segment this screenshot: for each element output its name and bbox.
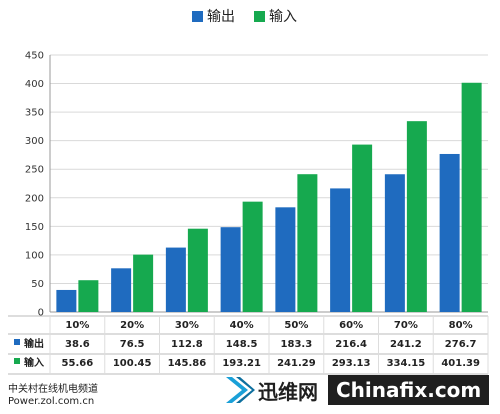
y-axis: 0 50 100 150 200 250 300 350 400 450: [25, 51, 51, 319]
y-tick-label: 150: [25, 222, 44, 233]
legend-swatch-1: [254, 11, 265, 22]
y-tick-label: 400: [25, 79, 44, 90]
data-label: 276.7: [445, 339, 477, 350]
data-label: 76.5: [120, 339, 145, 350]
bar-input-4: [297, 174, 318, 312]
bar-input-2: [187, 228, 208, 312]
bar-output-6: [384, 174, 405, 312]
x-tick-label: 10%: [65, 320, 89, 331]
legend-label-1: 输入: [269, 9, 297, 25]
table-swatch-0: [14, 339, 20, 345]
watermark: 迅维网 Chinafix.com: [222, 372, 490, 408]
data-label: 145.86: [168, 358, 207, 369]
y-tick-label: 250: [25, 165, 44, 176]
bar-input-0: [78, 280, 99, 312]
legend-swatch-0: [192, 11, 203, 22]
bar-output-0: [56, 289, 77, 312]
data-label: 193.21: [222, 358, 261, 369]
bar-output-3: [220, 227, 241, 312]
bar-output-2: [165, 247, 186, 312]
data-label: 334.15: [387, 358, 426, 369]
watermark-name: 迅维网: [258, 379, 318, 404]
watermark-logo-icon: [226, 377, 255, 403]
x-tick-label: 30%: [175, 320, 199, 331]
bar-input-1: [133, 254, 154, 312]
table-row-label-1: 输入: [24, 356, 44, 369]
y-tick-label: 200: [25, 193, 44, 204]
table-row-label-0: 输出: [24, 337, 44, 350]
y-tick-label: 350: [25, 108, 44, 119]
data-label: 216.4: [335, 339, 367, 350]
bar-input-3: [242, 201, 263, 312]
bars: [56, 82, 482, 312]
x-tick-label: 70%: [394, 320, 418, 331]
bar-input-7: [461, 82, 482, 312]
data-label: 100.45: [113, 358, 152, 369]
data-label: 183.3: [281, 339, 313, 350]
footer-channel: 中关村在线机电频道: [8, 384, 98, 395]
x-tick-label: 60%: [339, 320, 363, 331]
bar-output-5: [330, 188, 351, 312]
bar-output-1: [111, 268, 132, 312]
y-tick-label: 450: [25, 51, 44, 62]
bar-output-4: [275, 207, 296, 312]
watermark-site: Chinafix.com: [328, 375, 490, 405]
data-table: 10% 20% 30% 40% 50% 60% 70% 80% 输出 38.6 76.5 112.8 1…: [8, 315, 489, 375]
data-label: 241.29: [277, 358, 316, 369]
data-label: 293.13: [332, 358, 371, 369]
x-tick-label: 40%: [230, 320, 254, 331]
data-label: 241.2: [390, 339, 422, 350]
bar-input-6: [406, 121, 427, 312]
data-label: 55.66: [62, 358, 94, 369]
x-tick-label: 50%: [284, 320, 308, 331]
bar-input-5: [352, 144, 373, 312]
y-tick-label: 0: [38, 308, 44, 319]
legend: 输出 输入: [192, 9, 297, 25]
y-tick-label: 50: [31, 279, 44, 290]
table-swatch-1: [14, 358, 20, 364]
legend-label-0: 输出: [207, 9, 235, 25]
data-label: 401.39: [441, 358, 480, 369]
y-tick-label: 300: [25, 136, 44, 147]
x-tick-label: 80%: [449, 320, 473, 331]
data-label: 148.5: [226, 339, 258, 350]
bar-output-7: [439, 153, 460, 312]
x-tick-label: 20%: [120, 320, 144, 331]
y-tick-label: 100: [25, 250, 44, 261]
data-label: 38.6: [65, 339, 90, 350]
footer-site: Power.zol.com.cn: [8, 396, 95, 407]
data-label: 112.8: [171, 339, 203, 350]
